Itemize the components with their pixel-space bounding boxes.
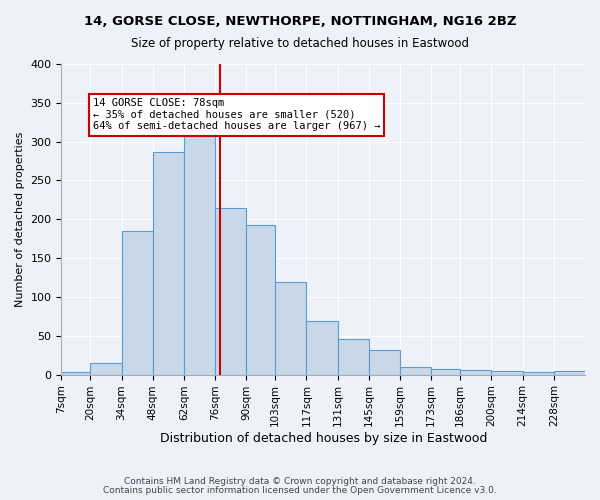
Bar [523,372,554,374]
Bar [369,350,400,374]
Bar [400,367,431,374]
Bar [184,130,215,374]
Text: Contains public sector information licensed under the Open Government Licence v3: Contains public sector information licen… [103,486,497,495]
Bar [275,282,307,374]
Bar [431,369,460,374]
Bar [307,321,338,374]
Text: 14 GORSE CLOSE: 78sqm
← 35% of detached houses are smaller (520)
64% of semi-det: 14 GORSE CLOSE: 78sqm ← 35% of detached … [93,98,380,132]
Bar [91,363,122,374]
Bar [215,208,247,374]
Bar [61,372,91,374]
Text: Contains HM Land Registry data © Crown copyright and database right 2024.: Contains HM Land Registry data © Crown c… [124,477,476,486]
Bar [491,370,523,374]
Text: Size of property relative to detached houses in Eastwood: Size of property relative to detached ho… [131,38,469,51]
Bar [460,370,491,374]
Text: 14, GORSE CLOSE, NEWTHORPE, NOTTINGHAM, NG16 2BZ: 14, GORSE CLOSE, NEWTHORPE, NOTTINGHAM, … [84,15,516,28]
Bar [338,339,369,374]
Bar [153,152,184,374]
Bar [122,231,153,374]
Bar [247,224,275,374]
Y-axis label: Number of detached properties: Number of detached properties [15,132,25,307]
X-axis label: Distribution of detached houses by size in Eastwood: Distribution of detached houses by size … [160,432,487,445]
Bar [554,372,585,374]
